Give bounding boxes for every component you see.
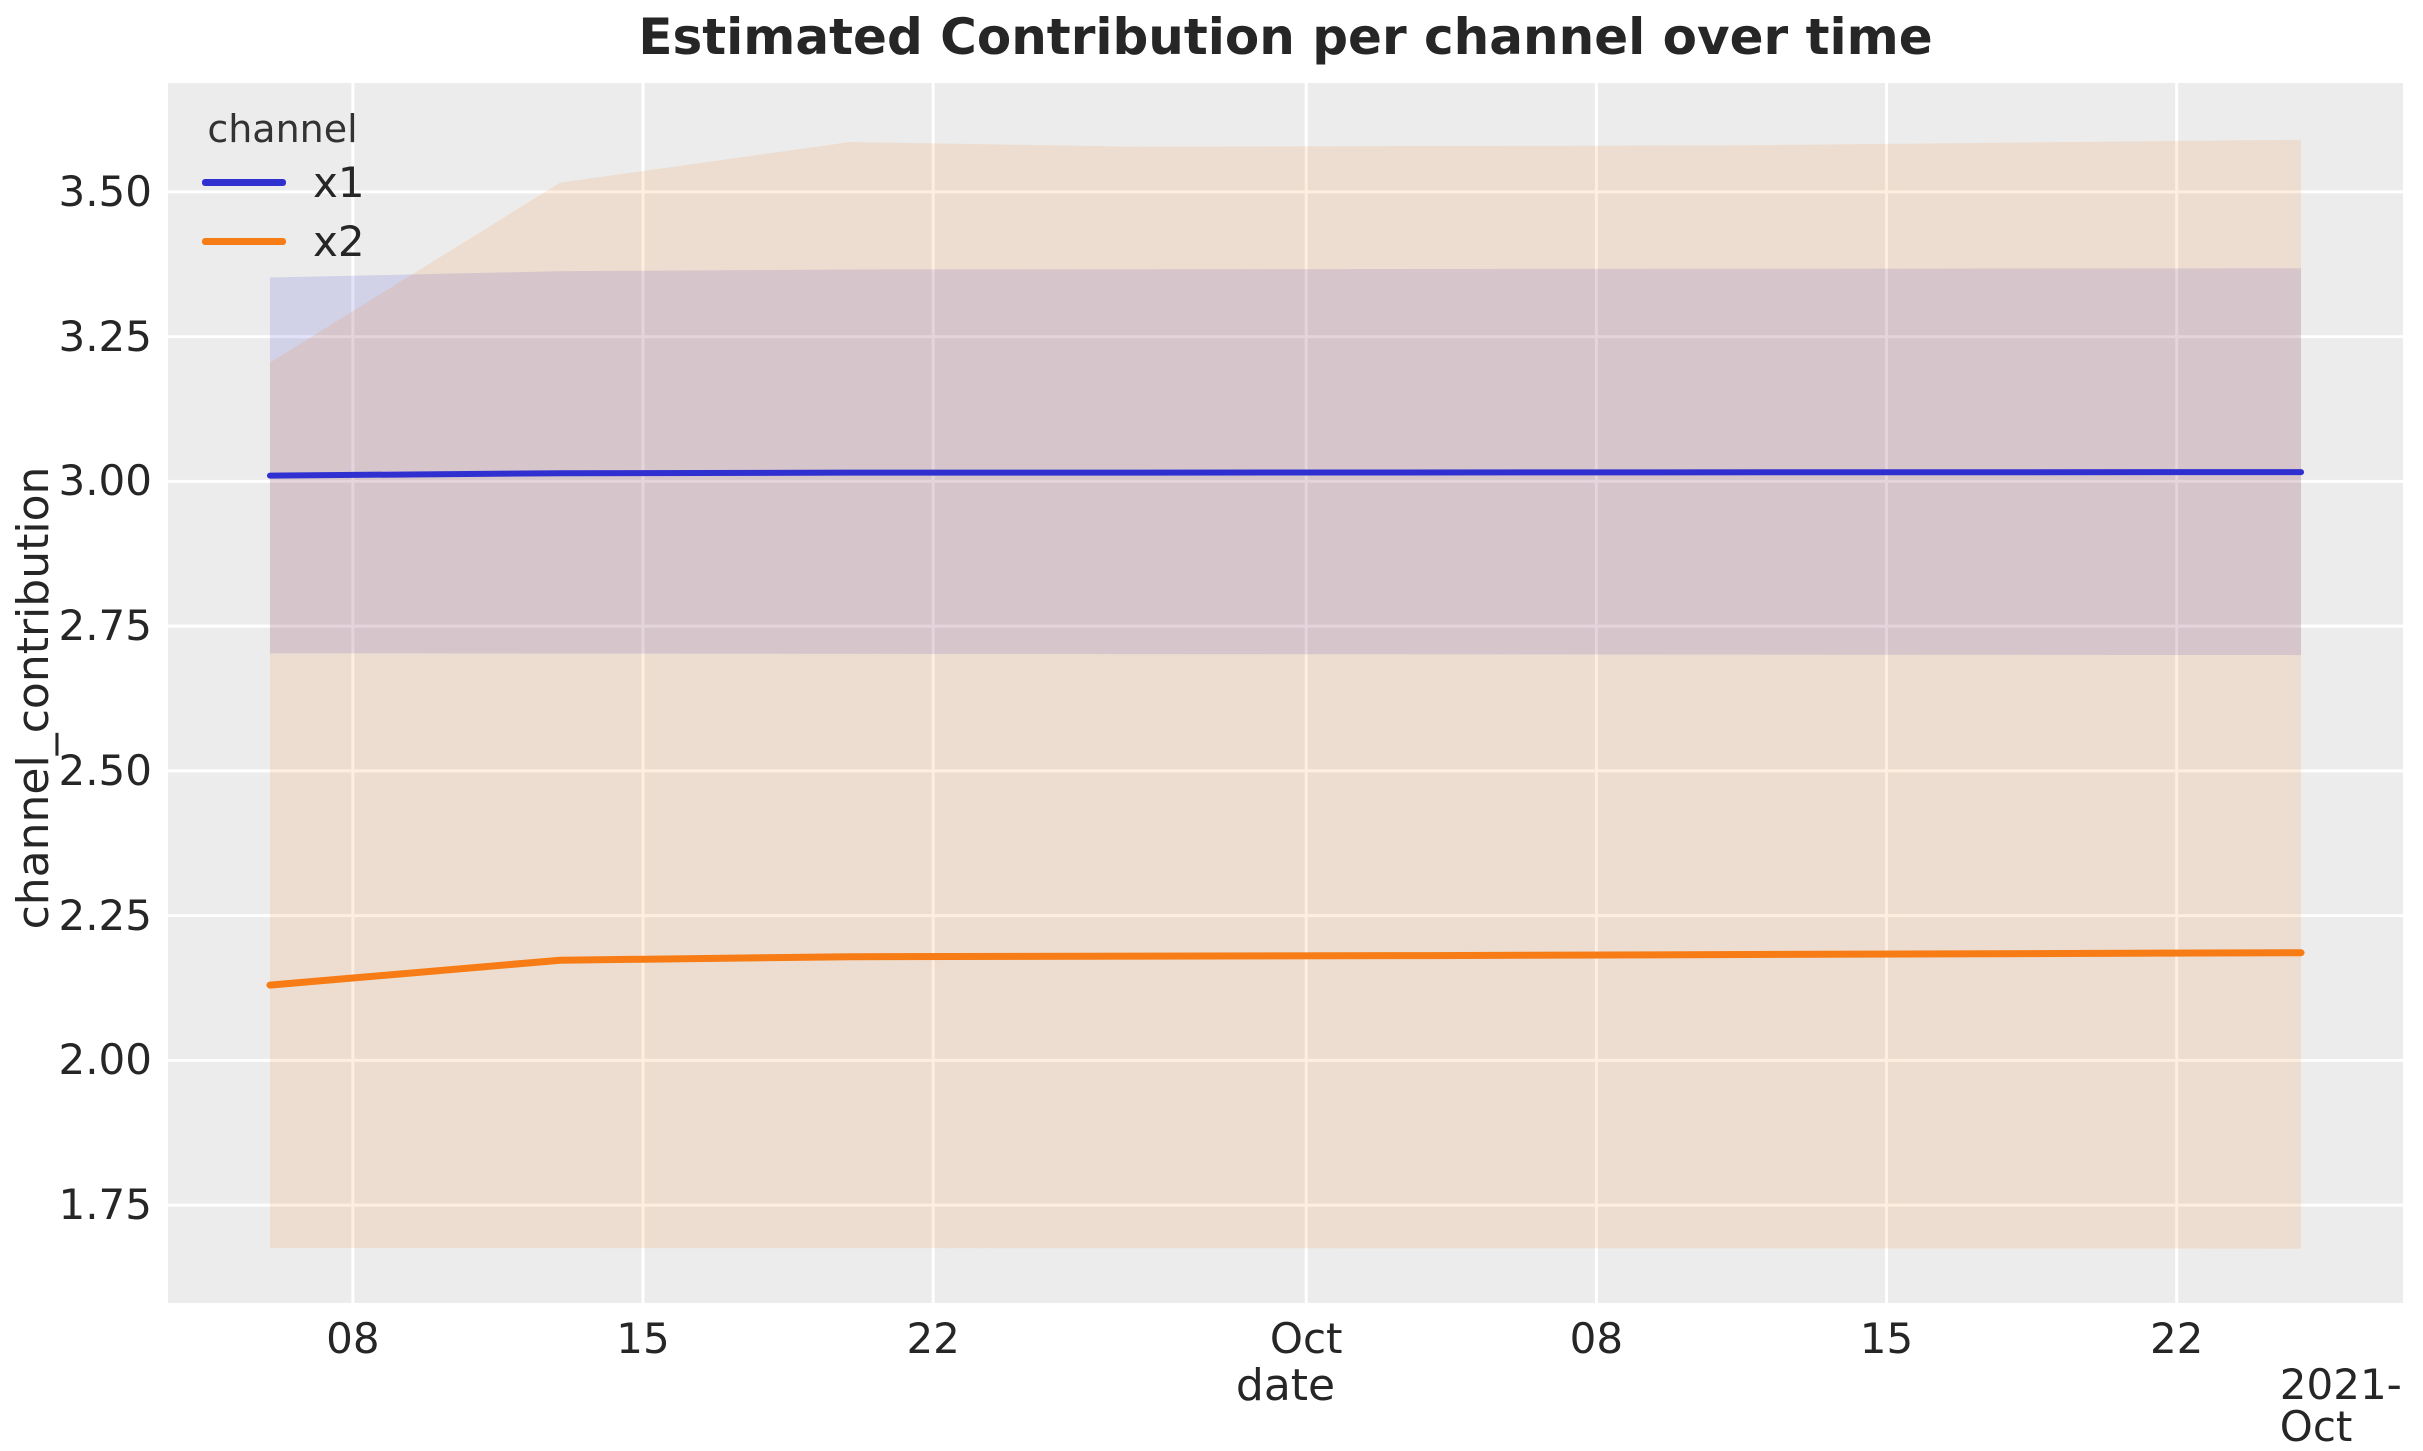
x2-hdi-band: [269, 139, 2302, 1249]
legend-item-x2: x2: [190, 212, 420, 271]
x1-line-swatch: [202, 179, 286, 186]
x-tick-label: Oct: [1269, 1314, 1343, 1363]
x2-line: [266, 949, 2305, 989]
y-tick-label: 3.00: [58, 456, 152, 506]
x-tick-label: 15: [616, 1314, 670, 1363]
x-tick-label: 08: [326, 1314, 380, 1363]
legend-item-label: x1: [313, 157, 365, 207]
y-tick-label: 2.50: [58, 745, 152, 795]
x1-line: [266, 469, 2305, 479]
plot-background: [168, 83, 2403, 1303]
x-axis-label: date: [1235, 1360, 1336, 1411]
y-axis-label: channel_contribution: [8, 466, 59, 930]
y-tick-label: 2.00: [58, 1035, 152, 1085]
legend: channel x1 x2: [190, 105, 420, 271]
y-tick-label: 2.75: [58, 601, 152, 651]
x1-hdi-band: [269, 268, 2302, 656]
legend-item-label: x2: [313, 216, 365, 266]
x-axis-offset-label: 2021-Oct: [2279, 1360, 2402, 1451]
legend-title: channel: [207, 107, 358, 151]
y-tick-label: 3.50: [58, 166, 152, 216]
x-tick-label: 15: [1859, 1314, 1914, 1363]
x2-line-swatch: [202, 238, 286, 245]
y-tick-label: 3.25: [58, 311, 152, 361]
y-tick-label: 1.75: [58, 1180, 152, 1230]
y-tick-label: 2.25: [58, 890, 152, 940]
x-tick-label: 22: [906, 1314, 960, 1363]
chart-title: Estimated Contribution per channel over …: [638, 8, 1933, 66]
legend-item-x1: x1: [190, 153, 420, 212]
x-tick-label: 08: [1569, 1314, 1624, 1363]
x-tick-label: 22: [2149, 1314, 2204, 1363]
